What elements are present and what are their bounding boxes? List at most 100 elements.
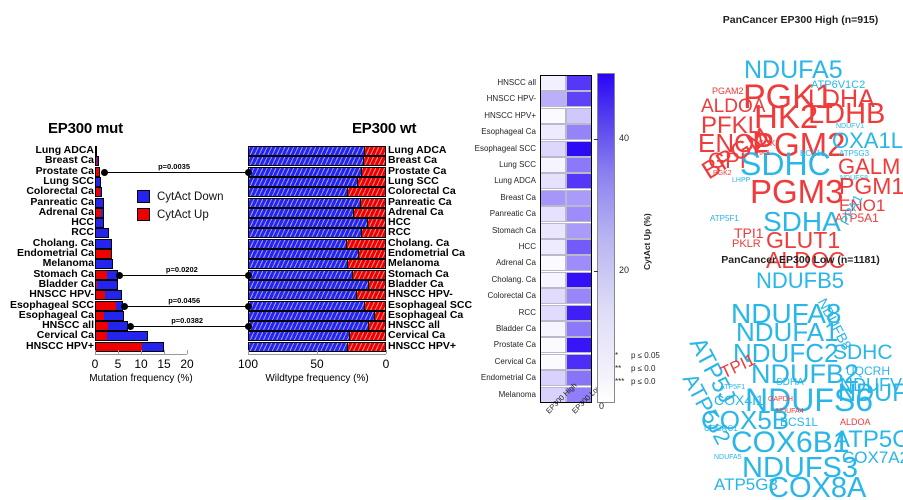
- wordcloud-word: OXA1L: [832, 128, 903, 153]
- heatmap-row-label: Colorectal Ca: [487, 291, 536, 301]
- wordcloud-title-low: PanCancer EP300 Low (n=1181): [721, 254, 880, 266]
- bar-segment-cytact-up: [96, 157, 97, 166]
- wordcloud-word: ALDOC: [766, 247, 846, 273]
- cancer-label-left: Lung ADCA: [35, 144, 94, 156]
- bar-segment-cytact-down: [249, 157, 364, 166]
- axis-tick-label: 10: [134, 357, 148, 371]
- colorbar-tick: [594, 271, 598, 272]
- bar-segment-cytact-up: [96, 342, 142, 351]
- cancer-label-left: HNSCC HPV-: [29, 288, 94, 301]
- wordcloud-word: NDUFA1: [736, 317, 839, 347]
- bar-segment-cytact-up: [348, 342, 385, 351]
- cancer-label-left: Lung SCC: [43, 174, 94, 187]
- cancer-label-right: Breast Ca: [388, 154, 438, 167]
- bar-segment-cytact-down: [249, 332, 350, 341]
- cancer-label-right: Stomach Ca: [388, 267, 449, 280]
- wordcloud-word: GALM: [838, 154, 901, 179]
- significance-legend-row: *** p ≤ 0.0: [615, 377, 655, 386]
- wordcloud-word: NDUFB5: [838, 379, 903, 407]
- cancer-label-right: HNSCC HPV-: [388, 288, 453, 301]
- legend-item: CytAct Up: [137, 208, 223, 221]
- bar-segment-cytact-down: [249, 250, 360, 258]
- wordcloud-word: PKLR: [732, 238, 761, 250]
- bar-segment-cytact-down: [249, 188, 349, 197]
- cancer-label-left: Breast Ca: [44, 154, 94, 167]
- wordcloud-word: NDUFS8: [840, 175, 869, 182]
- wildtype-bar: [248, 300, 386, 311]
- pvalue-connector-dot: [100, 168, 108, 176]
- cancer-label-right: Lung SCC: [388, 174, 439, 187]
- wordcloud-word: COX6B1: [731, 426, 850, 459]
- wildtype-bar: [248, 269, 386, 280]
- legend-label: CytAct Down: [157, 190, 224, 203]
- wordcloud-word: GPI: [708, 148, 746, 173]
- significance-legend-text: p ≤ 0.0: [631, 364, 656, 373]
- axis-tick-label: 50: [310, 357, 324, 371]
- bar-segment-cytact-up: [96, 311, 105, 320]
- heatmap-row-label: Prostate Ca: [493, 340, 536, 350]
- wordcloud-word: UQCRC1: [704, 424, 738, 433]
- wordcloud-word: NDUFV1: [840, 375, 903, 395]
- axis-line: [95, 354, 187, 355]
- wordcloud-word: SDHC: [833, 341, 893, 364]
- bar-segment-cytact-up: [96, 270, 108, 279]
- wordcloud-word: PGM2: [752, 126, 846, 163]
- pvalue-connector-line: [130, 326, 248, 328]
- bar-segment-cytact-up: [349, 332, 385, 341]
- mutation-bar: [95, 156, 100, 167]
- wordcloud-word: HK2: [754, 98, 819, 135]
- bar-segment-cytact-down: [249, 177, 359, 186]
- bar-segment-cytact-up: [96, 291, 105, 300]
- bar-segment-cytact-down: [97, 280, 117, 289]
- wildtype-bar: [248, 228, 386, 239]
- wordcloud-word: ENO1: [839, 196, 886, 215]
- bar-segment-cytact-up: [369, 280, 385, 289]
- pvalue-connector-dot: [116, 271, 124, 279]
- wordcloud-word: GCK: [758, 139, 776, 148]
- bar-segment-cytact-up: [96, 167, 100, 176]
- wordcloud-word: PGM1: [839, 173, 903, 199]
- axis-caption-mutation: Mutation frequency (%): [89, 373, 193, 384]
- heatmap-row-label: Cervical Ca: [494, 356, 536, 366]
- bar-segment-cytact-down: [249, 342, 349, 351]
- bar-segment-cytact-down: [104, 311, 123, 320]
- bar-segment-cytact-down: [96, 157, 99, 166]
- wordcloud-word: SDHC: [740, 146, 831, 182]
- significance-legend-row: ** p ≤ 0.0: [615, 364, 655, 373]
- wordcloud-word: COX8A: [768, 472, 867, 500]
- colorbar-gradient: [597, 73, 615, 403]
- cancer-label-left: Endometrial Ca: [16, 247, 94, 259]
- bar-segment-cytact-down: [249, 219, 368, 228]
- wildtype-bar: [248, 218, 386, 229]
- cancer-label-left: HNSCC HPV+: [26, 339, 94, 352]
- cancer-label-right: Endometrial Ca: [388, 247, 466, 259]
- axis-tick-label: 0: [382, 357, 390, 371]
- wordcloud-word: PGK2: [713, 170, 732, 177]
- wordcloud-word: PGAM2: [712, 86, 744, 96]
- panel-title-ep300-wt: EP300 wt: [352, 120, 417, 137]
- wildtype-bar: [248, 290, 386, 301]
- heatmap-row-label: Adrenal Ca: [495, 258, 536, 268]
- bar-segment-cytact-down: [96, 260, 113, 269]
- heatmap-row-label: HNSCC HPV+: [484, 110, 536, 120]
- mutation-bar: [95, 218, 105, 229]
- cancer-label-right: Esophageal Ca: [388, 308, 464, 321]
- bar-segment-cytact-down: [249, 147, 365, 155]
- colorbar-title: CytAct Up (%): [642, 213, 652, 270]
- wordcloud-word: COX4I1: [714, 392, 764, 408]
- axis-tick: [386, 350, 387, 354]
- bar-segment-cytact-up: [352, 270, 385, 279]
- pvalue-connector-line: [119, 274, 248, 276]
- cancer-label-left: Panreatic Ca: [30, 195, 94, 208]
- wildtype-bar: [248, 166, 386, 177]
- cancer-label-left: Prostate Ca: [35, 164, 94, 177]
- cancer-label-right: RCC: [388, 226, 411, 239]
- wordcloud-word: NDUFC2: [733, 338, 839, 368]
- bar-segment-cytact-down: [96, 239, 112, 248]
- heatmap-row-label: Lung SCC: [499, 160, 536, 169]
- colorbar-tick-label: 20: [619, 265, 630, 275]
- heatmap-row-label: Bladder Ca: [495, 324, 536, 333]
- panel-heatmap-cytact: HNSCC all *** HNSCC HPV- ** HNSCC HPV+ Esopha…: [470, 0, 700, 500]
- cancer-label-right: HNSCC HPV+: [388, 339, 456, 352]
